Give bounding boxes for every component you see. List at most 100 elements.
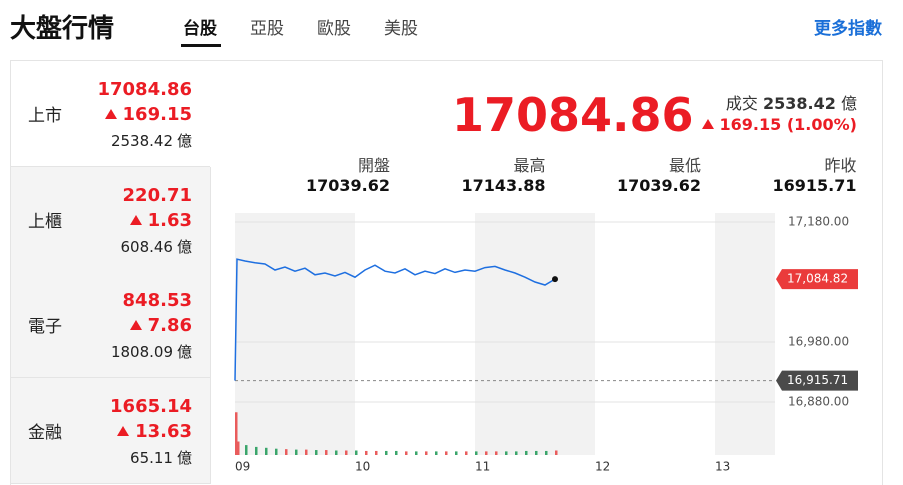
volume-unit: 億 (176, 448, 192, 467)
y-tick-label: 16,880.00 (788, 395, 849, 409)
time-band (475, 213, 595, 455)
x-tick-label: 09 (235, 460, 250, 474)
index-price: 1665.14 (110, 395, 192, 417)
index-row[interactable]: 金融 1665.14 13.63 65.11 億 (11, 377, 211, 484)
index-change: 13.63 (117, 421, 192, 442)
index-name: 上市 (28, 106, 62, 126)
volume-bar (385, 450, 388, 455)
last-label: 17,084.82 (787, 272, 848, 286)
index-change: 1.63 (129, 210, 192, 231)
volume-bar (295, 449, 298, 455)
volume-bar (335, 450, 338, 455)
volume-bar (495, 451, 498, 455)
tab[interactable]: 亞股 (250, 19, 284, 39)
y-tick-label: 16,980.00 (788, 335, 849, 349)
up-icon (129, 320, 142, 330)
index-price: 17084.86 (97, 79, 192, 100)
volume-bar (445, 451, 448, 455)
index-row[interactable]: 上櫃 220.71 1.63 608.46 億 (11, 166, 211, 273)
change-value: 13.63 (135, 420, 192, 442)
volume-bar (555, 450, 558, 455)
x-tick-label: 12 (595, 460, 610, 474)
last-tag (776, 269, 858, 290)
volume-value: 2538.42 (110, 132, 173, 150)
time-band (355, 213, 475, 455)
volume-bar (485, 451, 488, 455)
volume-bar (265, 447, 268, 455)
index-name: 上櫃 (28, 211, 62, 232)
stat-label: 昨收 (824, 156, 857, 175)
volume-unit: 億 (176, 132, 192, 150)
volume-bar (275, 448, 278, 455)
volume-unit: 億 (176, 343, 192, 361)
up-icon (117, 425, 130, 436)
prev-close-label: 16,915.71 (787, 373, 848, 387)
volume-label: 成交 (725, 94, 758, 113)
volume-bar (285, 449, 288, 455)
stat-value: 16915.71 (772, 176, 857, 195)
up-icon (104, 109, 117, 119)
volume-bar (375, 450, 378, 455)
panel (10, 60, 883, 485)
tab[interactable]: 歐股 (317, 19, 351, 39)
stat-value: 17143.88 (461, 176, 546, 195)
time-band (235, 213, 355, 455)
stat-value: 17039.62 (305, 176, 390, 195)
change-value: 7.86 (147, 315, 192, 336)
index-change: 7.86 (129, 315, 192, 336)
index-volume: 1808.09 億 (111, 341, 192, 362)
volume-bar (455, 451, 458, 455)
index-price: 848.53 (122, 290, 192, 311)
time-band (715, 213, 775, 455)
volume-bar (415, 451, 418, 455)
change-value: 169.15 (122, 104, 192, 125)
volume-value: 1808.09 (110, 343, 173, 361)
volume-bar (355, 450, 358, 455)
stat-label: 開盤 (357, 156, 390, 175)
x-tick-label: 13 (715, 460, 730, 474)
volume-bar (535, 450, 538, 455)
tab[interactable]: 美股 (384, 19, 418, 39)
volume-bar (237, 441, 240, 455)
more-link[interactable]: 更多指數 (814, 19, 882, 39)
volume-value: 65.11 (130, 448, 173, 467)
index-price: 220.71 (122, 184, 192, 206)
volume-bar (325, 450, 328, 455)
volume-value: 2538.42 (763, 94, 836, 113)
up-icon (129, 214, 142, 225)
time-band (595, 213, 715, 455)
volume-bar (515, 451, 518, 455)
volume-bar (305, 449, 308, 455)
volume-bar (255, 446, 258, 455)
volume-bar (345, 450, 348, 455)
y-tick-label: 17,180.00 (788, 215, 849, 229)
change-percent: (1.00%) (786, 115, 857, 134)
tab[interactable]: 台股 (183, 19, 217, 39)
index-volume: 2538.42 億 (111, 130, 192, 151)
volume-unit: 億 (840, 94, 857, 113)
volume-value: 608.46 (120, 237, 173, 256)
index-row[interactable]: 上市 17084.86 169.15 2538.42 億 (11, 61, 210, 167)
volume-bar (245, 445, 248, 455)
index-row[interactable]: 電子 848.53 7.86 1808.09 億 (11, 272, 211, 378)
x-tick-label: 11 (475, 460, 490, 474)
volume-bar (395, 450, 398, 455)
index-volume: 65.11 億 (130, 447, 192, 468)
last-point (552, 276, 558, 283)
up-icon (701, 119, 714, 129)
volume-bar (235, 412, 238, 455)
volume-bar (525, 450, 528, 455)
stat-value: 17039.62 (616, 176, 701, 195)
stat-label: 最低 (668, 156, 701, 175)
volume-bar (475, 451, 478, 455)
index-name: 電子 (28, 317, 62, 337)
tab-underline (181, 44, 221, 47)
index-name: 金融 (28, 422, 62, 443)
volume-bar (545, 450, 548, 455)
volume-unit: 億 (176, 237, 192, 256)
volume-bar (365, 450, 368, 455)
index-volume: 608.46 億 (120, 236, 192, 257)
volume-bar (435, 451, 438, 455)
